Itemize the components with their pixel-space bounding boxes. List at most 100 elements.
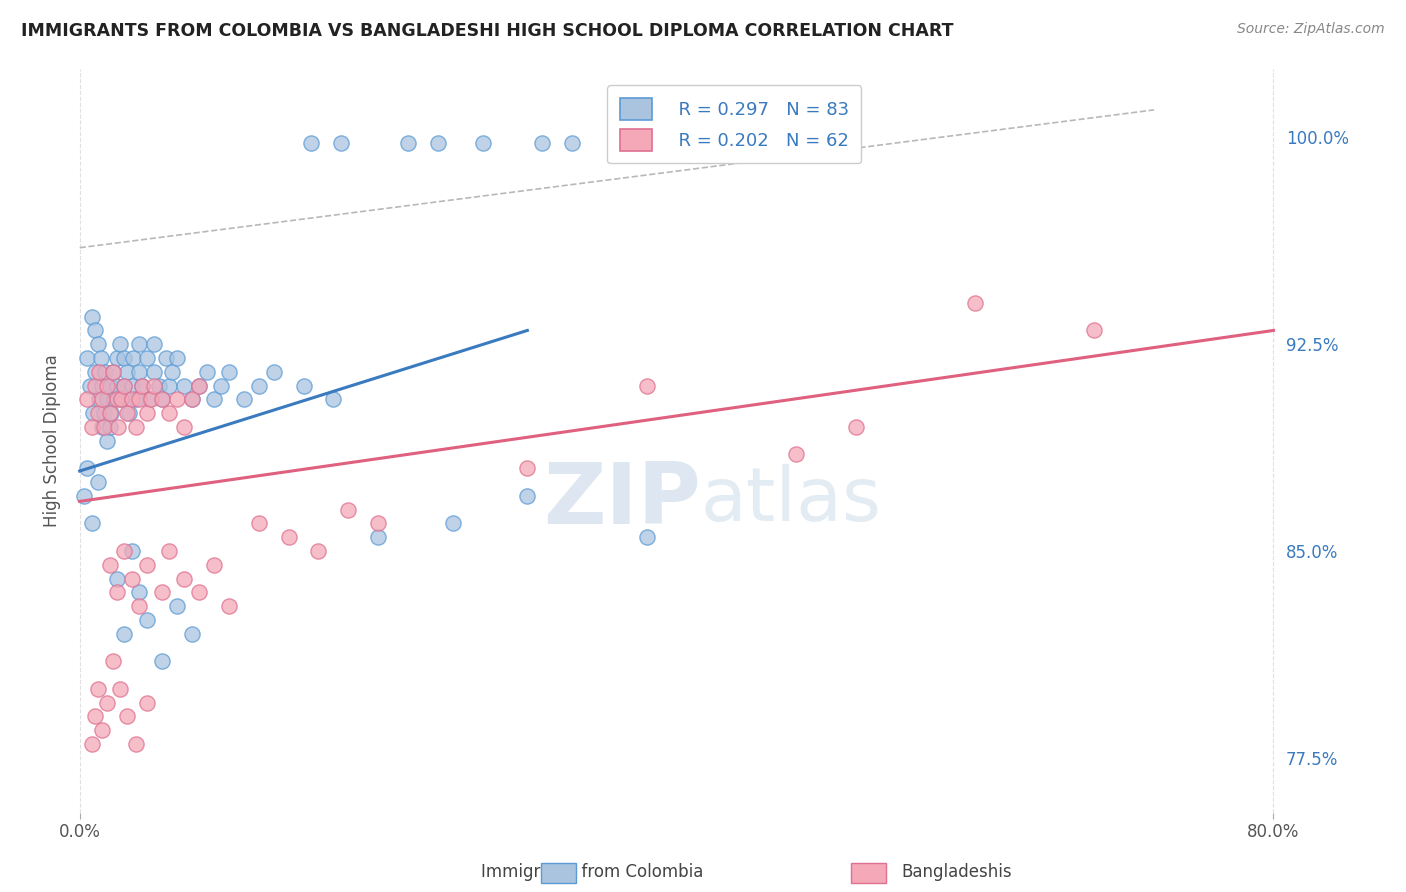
Point (963, 296, 986, 310)
Point (86, 337, 108, 351)
Point (82, 406, 104, 420)
Point (96, 434, 118, 448)
Point (157, 406, 180, 420)
Point (87, 392, 110, 407)
Text: atlas: atlas (700, 464, 882, 537)
Point (86, 406, 108, 420)
Point (135, 558, 157, 572)
Point (180, 626, 202, 640)
Point (105, 392, 128, 407)
Point (125, 392, 148, 407)
Point (277, 530, 299, 544)
Point (845, 420, 868, 434)
Point (143, 378, 166, 392)
Point (636, 530, 658, 544)
Point (91, 378, 114, 392)
Point (218, 365, 240, 379)
Point (98, 406, 121, 420)
Point (150, 392, 173, 407)
Point (121, 378, 143, 392)
Point (135, 406, 157, 420)
Point (322, 392, 344, 407)
Point (114, 544, 136, 558)
Point (148, 378, 170, 392)
Point (73, 489, 96, 503)
Point (91, 723, 114, 738)
Point (307, 544, 329, 558)
Point (166, 599, 188, 614)
Text: IMMIGRANTS FROM COLOMBIA VS BANGLADESHI HIGH SCHOOL DIPLOMA CORRELATION CHART: IMMIGRANTS FROM COLOMBIA VS BANGLADESHI … (21, 22, 953, 40)
Point (211, 378, 233, 392)
Point (86, 681, 108, 696)
Point (202, 392, 225, 407)
Point (218, 599, 240, 614)
Point (396, 136, 419, 150)
Y-axis label: High School Diploma: High School Diploma (44, 354, 60, 527)
Point (166, 351, 188, 365)
Point (150, 585, 173, 599)
Point (105, 572, 128, 586)
Point (125, 420, 148, 434)
Point (202, 558, 225, 572)
Point (76, 392, 98, 407)
Point (98, 420, 121, 434)
Point (83, 365, 105, 379)
Legend:   R = 0.297   N = 83,   R = 0.202   N = 62: R = 0.297 N = 83, R = 0.202 N = 62 (607, 85, 862, 163)
Point (367, 530, 389, 544)
Point (83, 378, 105, 392)
Point (90, 351, 112, 365)
Point (121, 544, 143, 558)
Point (110, 392, 132, 407)
Text: ZIP: ZIP (543, 458, 700, 541)
Point (101, 365, 124, 379)
Point (135, 696, 157, 710)
Point (157, 378, 180, 392)
Point (135, 351, 157, 365)
Point (114, 378, 136, 392)
Point (636, 378, 658, 392)
Point (96, 392, 118, 407)
Point (110, 392, 132, 407)
Point (83, 323, 105, 337)
Point (155, 351, 177, 365)
Point (426, 136, 449, 150)
Point (263, 365, 285, 379)
Point (188, 378, 211, 392)
Point (93, 406, 115, 420)
Point (131, 378, 153, 392)
Point (107, 420, 129, 434)
Point (125, 737, 148, 751)
Point (80, 310, 103, 324)
Point (117, 709, 139, 723)
Point (180, 392, 202, 407)
Point (114, 378, 136, 392)
Point (143, 337, 166, 351)
Point (80, 516, 103, 531)
Point (76, 461, 98, 475)
Point (103, 392, 125, 407)
Point (128, 599, 150, 614)
Point (516, 461, 538, 475)
Point (166, 392, 188, 407)
Point (101, 365, 124, 379)
Point (292, 378, 315, 392)
Point (86, 475, 108, 489)
Point (83, 709, 105, 723)
Point (122, 351, 145, 365)
Point (1083, 323, 1105, 337)
Point (76, 351, 98, 365)
Point (441, 516, 464, 531)
Point (118, 406, 141, 420)
Text: Immigrants from Colombia: Immigrants from Colombia (481, 863, 703, 881)
Point (91, 420, 114, 434)
Point (117, 365, 139, 379)
Point (128, 365, 150, 379)
Point (114, 351, 136, 365)
Point (188, 378, 211, 392)
Point (96, 696, 118, 710)
Point (471, 136, 494, 150)
Point (173, 572, 195, 586)
Point (128, 337, 150, 351)
Point (531, 136, 554, 150)
Point (94, 365, 117, 379)
